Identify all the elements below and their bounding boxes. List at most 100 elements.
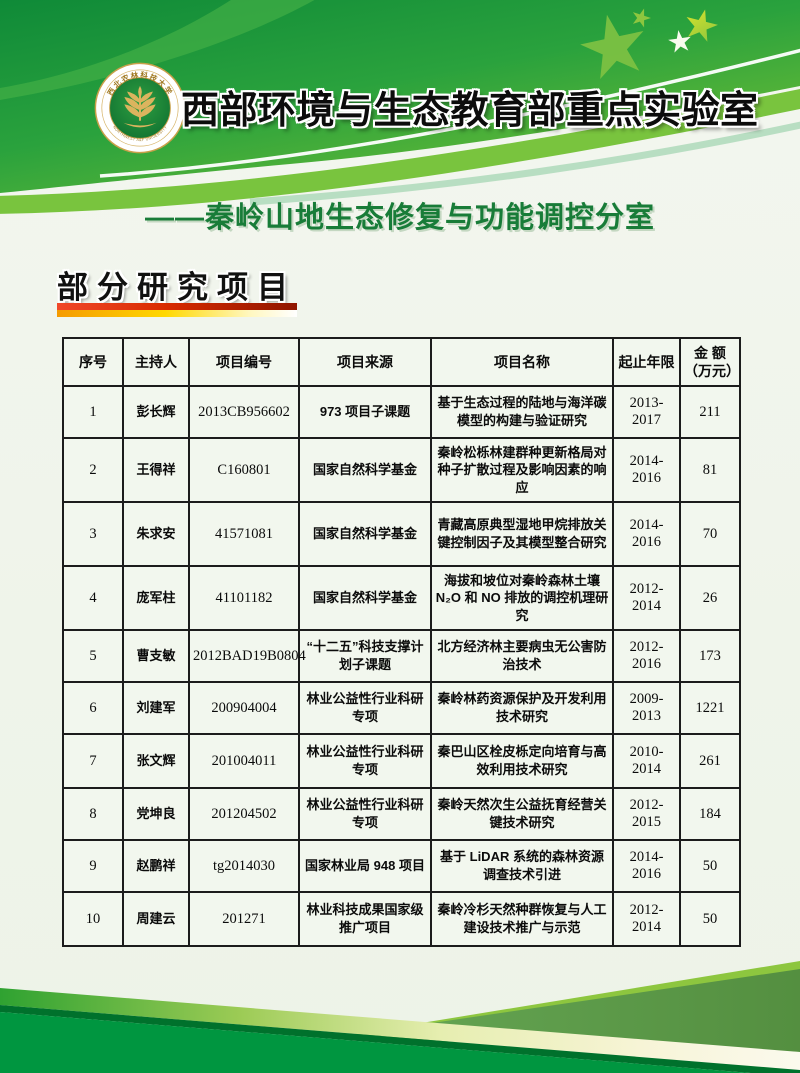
cell-host: 曹支敏 [122, 629, 190, 683]
footer-dark-stripe [0, 1005, 800, 1073]
cell-no: 5 [62, 629, 124, 683]
cell-code: 201204502 [188, 787, 300, 841]
header-topleft-curve [0, 0, 315, 100]
section-title-underline [57, 303, 297, 317]
header-cell-5: 起止年限 [612, 337, 681, 387]
cell-name: 海拔和坡位对秦岭森林土壤N₂O 和 NO 排放的调控机理研究 [430, 565, 614, 631]
cell-host: 刘建军 [122, 681, 190, 735]
cell-code: 41571081 [188, 501, 300, 567]
footer-solid-green [0, 1012, 751, 1073]
cell-source: 国家自然科学基金 [298, 437, 432, 503]
wheat-icon [123, 85, 157, 128]
cell-name: 秦岭天然次生公益抚育经营关键技术研究 [430, 787, 614, 841]
header-label: 金 额 [694, 344, 726, 361]
cell-name: 北方经济林主要病虫无公害防治技术 [430, 629, 614, 683]
projects-table: 序号 主持人 项目编号 项目来源 项目名称 起止年限 金 额 （万元） 1 彭长辉 2013CB95… [62, 337, 741, 947]
cell-no: 6 [62, 681, 124, 735]
cell-source: “十二五”科技支撑计划子课题 [298, 629, 432, 683]
cell-name: 青藏高原典型湿地甲烷排放关键控制因子及其模型整合研究 [430, 501, 614, 567]
table-header-row: 序号 主持人 项目编号 项目来源 项目名称 起止年限 金 额 （万元） [62, 337, 741, 387]
cell-host: 张文辉 [122, 733, 190, 789]
cell-amount: 173 [679, 629, 741, 683]
cell-code: 200904004 [188, 681, 300, 735]
cell-source: 林业公益性行业科研专项 [298, 787, 432, 841]
cell-years: 2012-2014 [612, 565, 681, 631]
cell-amount: 184 [679, 787, 741, 841]
university-logo-emblem: 西北农林科技大学 NORTHWEST A&F UNIVERSITY [94, 62, 186, 154]
cell-amount: 81 [679, 437, 741, 503]
cell-source: 林业科技成果国家级推广项目 [298, 891, 432, 947]
cell-source: 林业公益性行业科研专项 [298, 733, 432, 789]
section-title: 部分研究项目 [57, 270, 297, 305]
cell-years: 2014-2016 [612, 501, 681, 567]
table-row-6: 6 刘建军 200904004 林业公益性行业科研专项 秦岭林药资源保护及开发利用技术研… [62, 681, 741, 735]
cell-code: 2013CB956602 [188, 385, 300, 439]
cell-source: 国家自然科学基金 [298, 501, 432, 567]
header-cell-3: 项目来源 [298, 337, 432, 387]
header-label: 项目编号 [216, 353, 272, 370]
cell-host: 王得祥 [122, 437, 190, 503]
table-row-7: 7 张文辉 201004011 林业公益性行业科研专项 秦巴山区栓皮栎定向培育与高效利用… [62, 733, 741, 789]
header-label: 项目来源 [337, 353, 393, 370]
header-label: 主持人 [135, 353, 177, 370]
table-row-8: 8 党坤良 201204502 林业公益性行业科研专项 秦岭天然次生公益抚育经营关键技术… [62, 787, 741, 841]
header-label: 序号 [79, 353, 107, 370]
cell-source: 973 项目子课题 [298, 385, 432, 439]
table-row-3: 3 朱求安 41571081 国家自然科学基金 青藏高原典型湿地甲烷排放关键控制因子及其… [62, 501, 741, 567]
cell-name: 秦巴山区栓皮栎定向培育与高效利用技术研究 [430, 733, 614, 789]
cell-years: 2014-2016 [612, 437, 681, 503]
cell-years: 2012-2016 [612, 629, 681, 683]
underline-yellow-stripe [57, 310, 297, 317]
cell-name: 基于 LiDAR 系统的森林资源调查技术引进 [430, 839, 614, 893]
cell-code: 201004011 [188, 733, 300, 789]
cell-source: 国家林业局 948 项目 [298, 839, 432, 893]
cell-host: 庞军柱 [122, 565, 190, 631]
header-cell-2: 项目编号 [188, 337, 300, 387]
cell-host: 党坤良 [122, 787, 190, 841]
cell-name: 秦岭林药资源保护及开发利用技术研究 [430, 681, 614, 735]
table-row-2: 2 王得祥 C160801 国家自然科学基金 秦岭松栎林建群种更新格局对种子扩散过程及影… [62, 437, 741, 503]
cell-no: 4 [62, 565, 124, 631]
cell-code: 2012BAD19B0804 [188, 629, 306, 683]
cell-years: 2013-2017 [612, 385, 681, 439]
footer-lightgreen-edge [330, 961, 800, 1038]
table-row-5: 5 曹支敏 2012BAD19B0804 “十二五”科技支撑计划子课题 北方经济林主要病… [62, 629, 741, 683]
header-banner-background [0, 0, 800, 214]
cell-no: 1 [62, 385, 124, 439]
header-bright-band [0, 89, 800, 214]
header-cell-1: 主持人 [122, 337, 190, 387]
cell-name: 基于生态过程的陆地与海洋碳模型的构建与验证研究 [430, 385, 614, 439]
cell-no: 10 [62, 891, 124, 947]
footer-gradient-band [0, 988, 800, 1070]
cell-years: 2012-2015 [612, 787, 681, 841]
table-row-10: 10 周建云 201271 林业科技成果国家级推广项目 秦岭冷杉天然种群恢复与人工建设技… [62, 891, 741, 947]
cell-years: 2010-2014 [612, 733, 681, 789]
header-cell-6: 金 额 （万元） [679, 337, 741, 387]
cell-amount: 261 [679, 733, 741, 789]
university-logo: 西北农林科技大学 NORTHWEST A&F UNIVERSITY [94, 62, 186, 154]
footer-decoration [0, 961, 800, 1073]
cell-no: 7 [62, 733, 124, 789]
cell-name: 秦岭松栎林建群种更新格局对种子扩散过程及影响因素的响应 [430, 437, 614, 503]
cell-years: 2009-2013 [612, 681, 681, 735]
cell-amount: 70 [679, 501, 741, 567]
cell-amount: 211 [679, 385, 741, 439]
header-cell-0: 序号 [62, 337, 124, 387]
header-label: 项目名称 [494, 353, 550, 370]
cell-host: 周建云 [122, 891, 190, 947]
cell-years: 2012-2014 [612, 891, 681, 947]
cell-host: 彭长辉 [122, 385, 190, 439]
cell-amount: 50 [679, 839, 741, 893]
cell-no: 9 [62, 839, 124, 893]
cell-amount: 50 [679, 891, 741, 947]
table-row-4: 4 庞军柱 41101182 国家自然科学基金 海拔和坡位对秦岭森林土壤N₂O 和 NO… [62, 565, 741, 631]
header-label: 起止年限 [618, 353, 675, 370]
cell-code: tg2014030 [188, 839, 300, 893]
cell-no: 2 [62, 437, 124, 503]
header-cell-4: 项目名称 [430, 337, 614, 387]
table-row-9: 9 赵鹏祥 tg2014030 国家林业局 948 项目 基于 LiDAR 系统的森林资… [62, 839, 741, 893]
header-white-curve [99, 48, 800, 178]
cell-host: 朱求安 [122, 501, 190, 567]
cell-code: 41101182 [188, 565, 300, 631]
